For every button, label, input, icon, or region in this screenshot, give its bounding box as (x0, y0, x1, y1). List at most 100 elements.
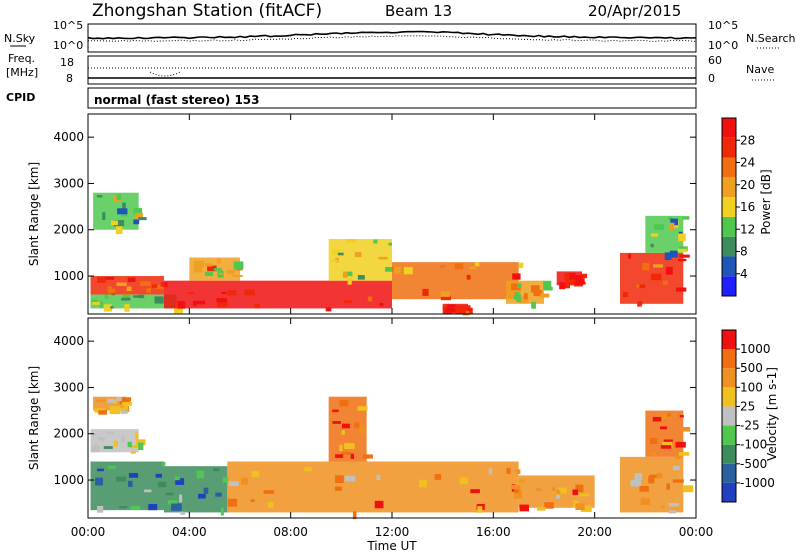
power-speckle (233, 261, 244, 270)
power-speckle (124, 304, 130, 312)
power-speckle (523, 293, 528, 300)
power-speckle (512, 283, 521, 286)
velocity-speckle (158, 481, 167, 488)
velocity-speckle (656, 472, 663, 479)
power-ytick-label: 4000 (53, 130, 84, 144)
velocity-ytick-label: 2000 (53, 427, 84, 441)
power-colorbar-segment (722, 118, 736, 138)
power-speckle (455, 308, 466, 314)
velocity-speckle (652, 416, 662, 422)
power-speckle (254, 303, 260, 309)
velocity-speckle (332, 421, 341, 424)
velocity-speckle (661, 505, 665, 508)
velocity-speckle (171, 503, 182, 511)
velocity-speckle (519, 504, 529, 512)
power-speckle (99, 301, 103, 308)
velocity-speckle (135, 432, 139, 440)
velocity-speckle (575, 484, 584, 493)
beam-label: Beam 13 (385, 2, 452, 20)
velocity-speckle (376, 475, 381, 481)
power-speckle (217, 301, 228, 307)
power-speckle (564, 273, 570, 280)
velocity-speckle (97, 505, 104, 513)
velocity-speckle (196, 470, 204, 479)
power-speckle (682, 216, 690, 220)
x-tick-label: 00:00 (679, 525, 714, 539)
power-speckle (393, 266, 401, 274)
power-speckle (653, 264, 664, 268)
power-speckle (670, 218, 678, 226)
power-speckle (559, 282, 566, 290)
power-speckle (133, 295, 140, 298)
power-speckle (332, 249, 340, 255)
velocity-speckle (344, 443, 355, 450)
velocity-speckle (648, 475, 655, 484)
power-speckle (342, 271, 348, 278)
power-speckle (173, 307, 183, 314)
velocity-speckle (97, 437, 106, 441)
velocity-speckle (552, 487, 556, 492)
power-colorbar-segment (722, 276, 736, 296)
velocity-speckle (357, 406, 368, 411)
velocity-speckle (179, 494, 183, 503)
velocity-speckle (362, 454, 373, 459)
x-axis-label: Time UT (366, 539, 417, 553)
velocity-speckle (130, 505, 141, 511)
power-speckle (330, 259, 338, 262)
velocity-speckle (90, 445, 100, 453)
freq-left-tick-bottom: 8 (66, 72, 73, 85)
velocity-speckle (374, 500, 384, 509)
velocity-speckle (215, 492, 222, 497)
velocity-speckle (339, 444, 343, 452)
power-speckle (474, 262, 480, 267)
power-speckle (115, 226, 123, 235)
power-speckle (650, 273, 662, 281)
velocity-speckle (506, 467, 511, 474)
power-speckle (519, 295, 529, 304)
velocity-speckle (180, 511, 186, 515)
velocity-speckle (335, 454, 344, 458)
noise-left-tick-top: 10^5 (53, 19, 83, 32)
power-speckle (385, 266, 394, 272)
power-speckle (638, 284, 646, 289)
velocity-speckle (136, 439, 146, 446)
velocity-colorbar-segment (722, 463, 736, 483)
velocity-speckle (250, 499, 255, 503)
power-speckle (533, 289, 543, 297)
velocity-speckle (116, 396, 125, 401)
power-speckle (636, 284, 640, 288)
power-speckle (650, 233, 659, 237)
power-speckle (122, 202, 126, 210)
velocity-speckle (555, 494, 561, 499)
velocity-speckle (513, 490, 523, 499)
freq-label-line1: Freq. (8, 52, 35, 65)
power-speckle (154, 296, 164, 304)
power-speckle (543, 280, 552, 289)
power-speckle (422, 288, 429, 296)
velocity-speckle (124, 404, 128, 410)
velocity-speckle (675, 454, 682, 459)
velocity-speckle (344, 475, 356, 482)
velocity-speckle (575, 503, 585, 510)
velocity-speckle (459, 477, 468, 485)
velocity-speckle (127, 441, 132, 448)
power-speckle (214, 268, 222, 271)
x-tick-label: 12:00 (375, 525, 410, 539)
power-speckle (138, 294, 145, 299)
power-speckle (346, 239, 356, 243)
power-colorbar-segment (722, 197, 736, 217)
power-speckle (373, 239, 378, 244)
velocity-speckle (113, 399, 117, 404)
velocity-speckle (488, 467, 493, 475)
noise-right-tick-bottom: 10^0 (708, 39, 738, 52)
velocity-cell (392, 461, 519, 513)
power-speckle (139, 281, 151, 286)
velocity-speckle (672, 479, 684, 483)
velocity-speckle (203, 487, 209, 494)
power-speckle (469, 266, 477, 270)
velocity-speckle (639, 485, 649, 492)
power-speckle (531, 301, 536, 309)
velocity-colorbar: 1000 500 100 25 -25 -100 -500 -1000 (721, 329, 775, 503)
power-speckle (116, 282, 127, 286)
